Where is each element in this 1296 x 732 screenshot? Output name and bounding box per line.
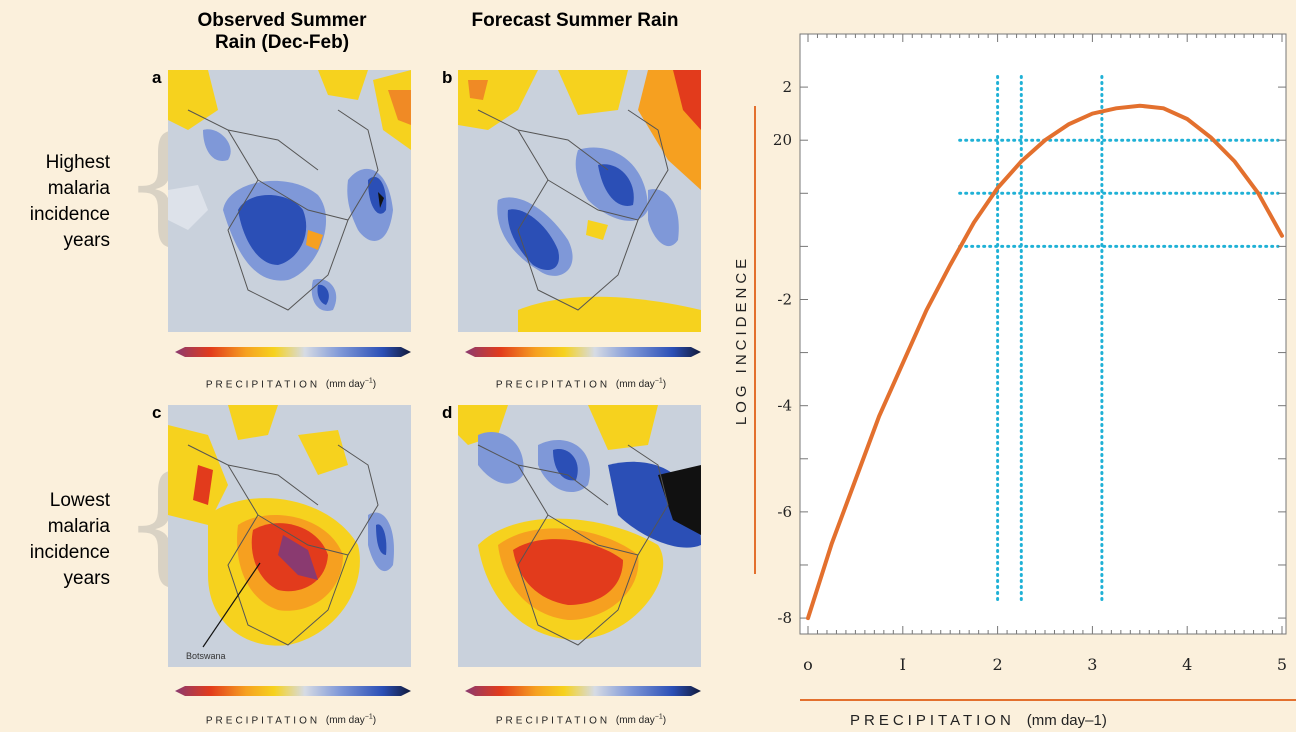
column-title-forecast: Forecast Summer Rain bbox=[471, 10, 679, 31]
colorbar-c bbox=[175, 686, 411, 696]
panel-letter-c: c bbox=[152, 403, 162, 422]
row-label-lowest: Lowest malaria incidence years bbox=[29, 490, 110, 589]
x-tick-label: 3 bbox=[1087, 655, 1097, 674]
x-tick-label: 4 bbox=[1182, 655, 1192, 674]
row-label-highest: Highest malaria incidence years bbox=[29, 152, 110, 251]
y-tick-label: -2 bbox=[777, 290, 792, 308]
colorbar-a bbox=[175, 347, 411, 357]
panel-letter-d: d bbox=[442, 403, 453, 422]
panel-letter-b: b bbox=[442, 68, 453, 87]
x-axis-label: PRECIPITATION (mm day–1) bbox=[850, 712, 1107, 729]
map-panel-c: Botswana bbox=[168, 405, 411, 667]
colorbar-d bbox=[465, 686, 701, 696]
y-tick-label: -6 bbox=[777, 503, 792, 521]
colorbar-label-d: PRECIPITATION (mm day−1) bbox=[495, 714, 667, 727]
y-tick-label: 2 bbox=[782, 78, 792, 96]
botswana-annotation: Botswana bbox=[186, 651, 226, 661]
plot-area bbox=[799, 33, 1287, 635]
map-panel-a bbox=[168, 70, 411, 332]
y-tick-label: -8 bbox=[777, 609, 792, 627]
column-title-observed: Observed Summer Rain (Dec-Feb) bbox=[197, 10, 367, 53]
x-tick-label: I bbox=[900, 655, 906, 674]
panel-letter-a: a bbox=[152, 68, 162, 87]
colorbar-label-a: PRECIPITATION (mm day−1) bbox=[205, 378, 377, 391]
colorbar-label-c: PRECIPITATION (mm day−1) bbox=[205, 714, 377, 727]
colorbar-b bbox=[465, 347, 701, 357]
y-axis-label: LOG INCIDENCE bbox=[733, 255, 750, 425]
map-panel-d bbox=[458, 405, 701, 667]
x-tick-label: o bbox=[803, 655, 813, 674]
y-tick-label: -4 bbox=[777, 397, 792, 415]
colorbar-label-b: PRECIPITATION (mm day−1) bbox=[495, 378, 667, 391]
x-tick-label: 2 bbox=[993, 655, 1003, 674]
x-tick-label: 5 bbox=[1277, 655, 1287, 674]
incidence-chart: o I 2 3 4 5 2 20 -2 -4 -6 -8 LOG INCIDENCE PRECIPIT… bbox=[733, 33, 1296, 729]
y-tick-label: 20 bbox=[773, 131, 792, 149]
incidence-curve bbox=[806, 103, 1284, 621]
map-panel-b bbox=[458, 70, 701, 332]
